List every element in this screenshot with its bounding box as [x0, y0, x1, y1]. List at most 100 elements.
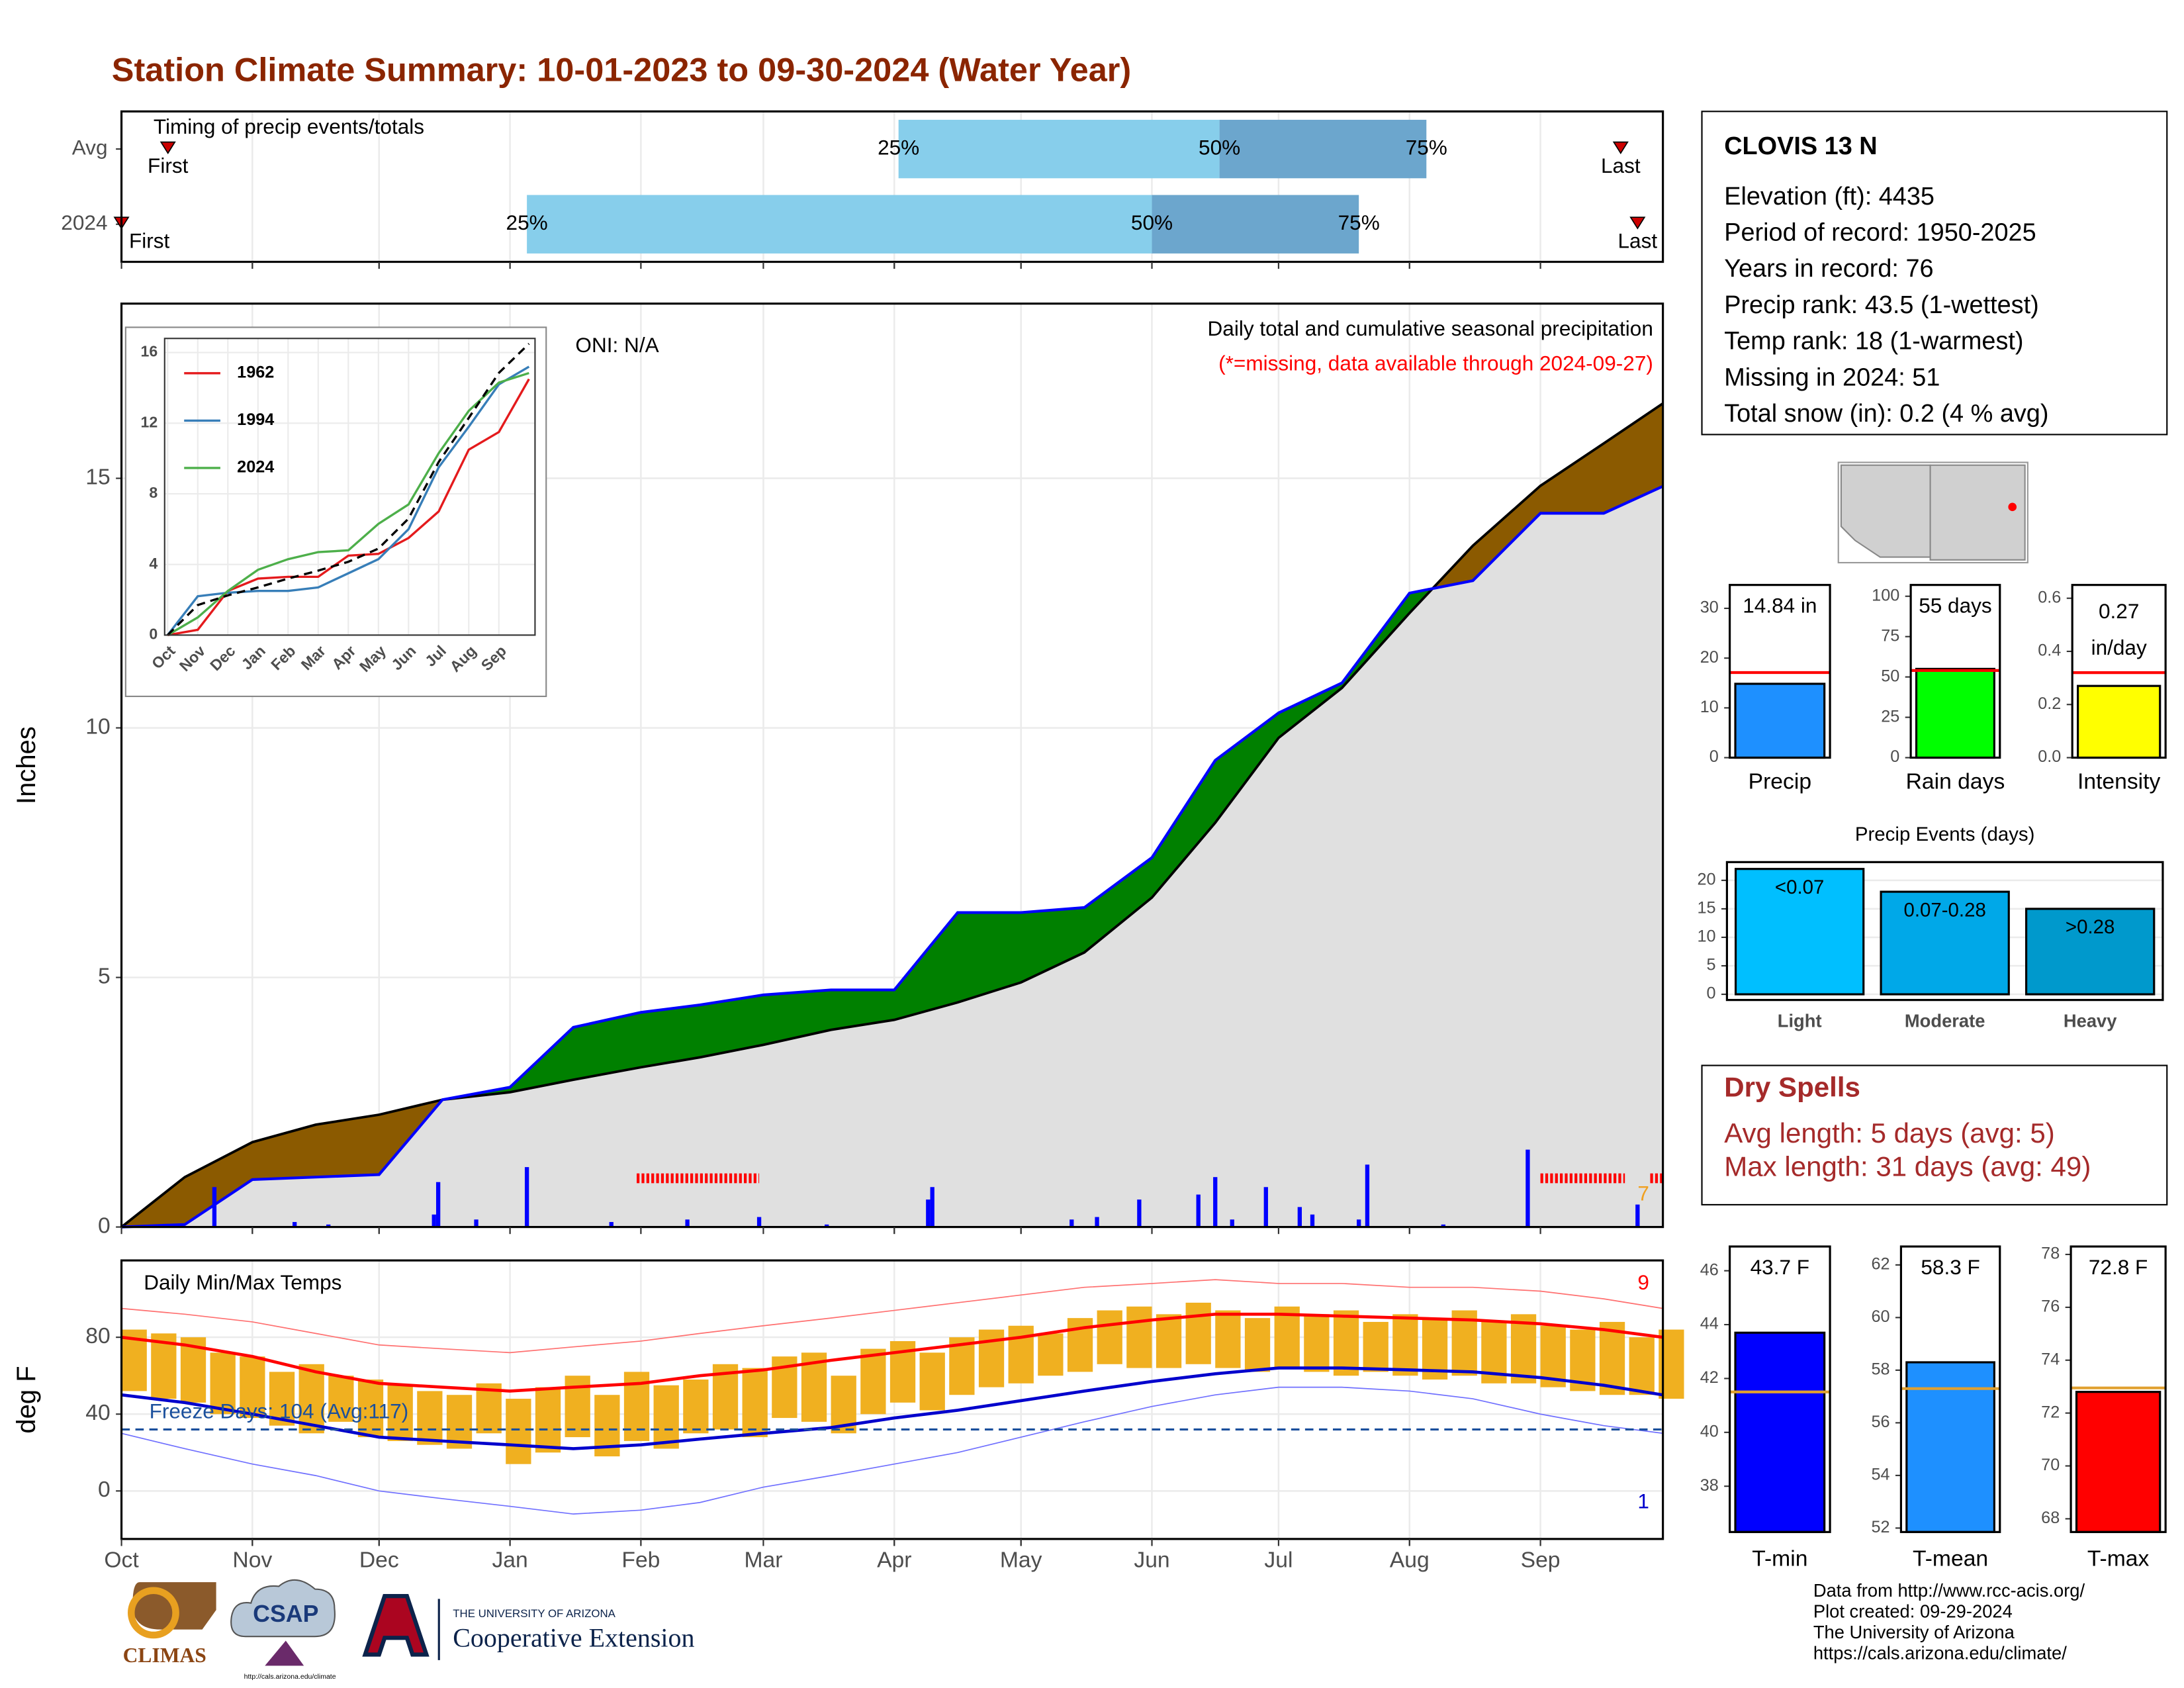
gauge-frame: [1729, 584, 1831, 759]
daily-range: [653, 1385, 679, 1449]
station-line: Total snow (in): 0.2 (4 % avg): [1724, 400, 2048, 428]
csap-mountain: [265, 1640, 304, 1666]
charts: Avg 25% 50% 75% First Last 2024 25% 50% 75% First L…: [12, 110, 2167, 1572]
record-line: [121, 1386, 1663, 1515]
footer-line: The University of Arizona: [1813, 1622, 2015, 1642]
daily-range: [565, 1376, 590, 1438]
daily-range: [357, 1380, 384, 1438]
station-line: Years in record: 76: [1724, 255, 1933, 283]
daily-range: [1599, 1321, 1625, 1395]
gauge-frame: [2070, 1245, 2167, 1533]
event-label: First: [148, 154, 189, 177]
value-label: 55 days: [1919, 594, 1992, 618]
x-tick-label: Jan: [492, 1548, 527, 1572]
y-tick-label: 10: [85, 714, 110, 739]
daily-range: [1215, 1310, 1241, 1368]
daily-bar: [1196, 1194, 1201, 1227]
ua-logo: [362, 1593, 430, 1657]
daily-bar: [326, 1224, 331, 1227]
climas-logo: [128, 1587, 179, 1639]
daily-bar: [1525, 1149, 1530, 1227]
daily-bar: [1635, 1204, 1640, 1227]
value-label: 72.8 F: [2089, 1255, 2148, 1279]
daily-bar: [1263, 1187, 1268, 1227]
average-line: [120, 402, 1664, 1229]
value-label: 58.3 F: [1921, 1255, 1979, 1279]
y-tick-label: 44: [1700, 1315, 1719, 1333]
legend-label: 1962: [237, 363, 274, 382]
map-state: [1929, 464, 2026, 561]
category-label: Rain days: [1906, 769, 2005, 794]
daily-range: [1274, 1306, 1300, 1368]
bar: [2025, 908, 2156, 996]
daily-bar: [1069, 1219, 1074, 1227]
x-tick-label: Aug: [1390, 1548, 1430, 1572]
base-area: [121, 486, 1663, 1227]
panel-frame: [120, 1259, 1664, 1540]
bar: [1905, 1361, 1995, 1533]
daily-range: [1244, 1318, 1271, 1372]
category-label: Moderate: [1905, 1011, 1985, 1031]
daily-bar: [1095, 1217, 1099, 1227]
bar: [1915, 667, 1995, 759]
climas-text: CLIMAS: [123, 1644, 206, 1667]
x-tick-label: May: [1000, 1548, 1042, 1572]
y-tick-label: 15: [85, 465, 110, 489]
x-tick-label: Oct: [104, 1548, 139, 1572]
y-tick-label: 8: [149, 484, 158, 501]
y-tick-label: 62: [1871, 1255, 1889, 1274]
x-tick-label: Nov: [232, 1548, 272, 1572]
missing-count: 7: [1637, 1182, 1649, 1205]
y-axis-label: deg F: [12, 1366, 41, 1433]
y-tick-label: 4: [149, 555, 158, 572]
quartile-label: 50%: [1131, 211, 1173, 234]
daily-range: [535, 1387, 561, 1453]
quartile-label: 50%: [1199, 135, 1240, 159]
station-line: Elevation (ft): 4435: [1724, 183, 1934, 211]
freeze-label: Freeze Days: 104 (Avg:117): [150, 1399, 409, 1423]
y-tick-label: 0.6: [2038, 588, 2061, 606]
event-label: Last: [1601, 154, 1641, 177]
daily-range: [860, 1348, 886, 1415]
y-tick-label: 68: [2041, 1509, 2060, 1527]
daily-bar: [926, 1199, 931, 1227]
daily-range: [417, 1391, 443, 1445]
quartile-label: 25%: [878, 135, 919, 159]
footer-line: Plot created: 09-29-2024: [1813, 1601, 2013, 1622]
quartile-bar: [1152, 195, 1359, 254]
dry-spell-line: Avg length: 5 days (avg: 5): [1724, 1117, 2055, 1149]
station-line: Period of record: 1950-2025: [1724, 218, 2036, 246]
daily-bar: [1137, 1199, 1142, 1227]
value-label: 43.7 F: [1751, 1255, 1809, 1279]
csap-url: http://cals.arizona.edu/climate: [244, 1673, 336, 1681]
unit-label: in/day: [2091, 635, 2147, 659]
daily-range: [1097, 1310, 1122, 1364]
category-label: Light: [1778, 1011, 1822, 1031]
y-tick-label: 40: [1700, 1422, 1719, 1440]
legend-label: 1994: [237, 410, 274, 429]
daily-range: [1156, 1314, 1182, 1368]
y-tick-label: 0: [1890, 747, 1899, 766]
row-label: Avg: [72, 135, 108, 159]
y-tick-label: 0.4: [2038, 641, 2061, 660]
y-tick-label: 40: [85, 1401, 110, 1425]
y-tick-label: 76: [2041, 1297, 2060, 1316]
daily-range: [506, 1399, 531, 1464]
daily-bar: [1365, 1164, 1370, 1227]
x-tick-label: Dec: [359, 1548, 399, 1572]
y-tick-label: 0: [1709, 747, 1719, 766]
y-tick-label: 20: [1700, 648, 1719, 667]
y-tick-label: 10: [1700, 698, 1719, 716]
quartile-bar: [527, 195, 1152, 254]
daily-bar: [432, 1214, 436, 1227]
panel-frame: [120, 110, 1664, 263]
inset-plot: [164, 338, 535, 635]
y-tick-label: 25: [1881, 707, 1899, 726]
gauge-frame: [1725, 861, 2164, 1002]
footer-line: Data from http://www.rcc-acis.org/: [1813, 1580, 2085, 1601]
map: [1837, 461, 2028, 564]
event-marker: [1629, 216, 1646, 230]
footer-line: https://cals.arizona.edu/climate/: [1813, 1643, 2067, 1664]
y-tick-label: 15: [1697, 899, 1715, 917]
